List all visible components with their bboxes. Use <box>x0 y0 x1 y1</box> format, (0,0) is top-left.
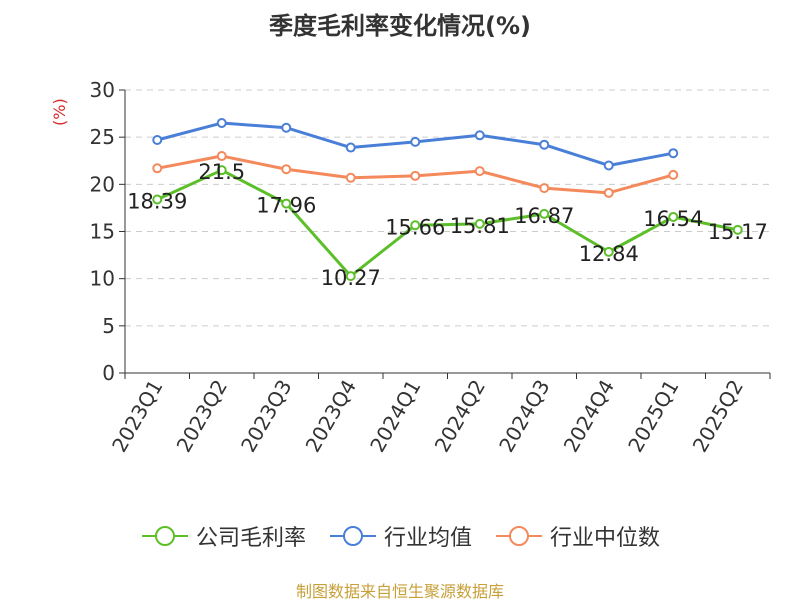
data-point <box>603 246 614 257</box>
data-label: 15.66 <box>385 215 445 239</box>
data-label: 15.17 <box>708 220 768 244</box>
y-tick-label: 25 <box>90 125 115 149</box>
chart-title: 季度毛利率变化情况(%) <box>269 12 531 40</box>
x-tick-label: 2023Q2 <box>172 376 232 457</box>
data-point <box>410 220 421 231</box>
legend-label: 公司毛利率 <box>195 526 306 551</box>
data-point <box>281 122 292 133</box>
legend-label: 行业均值 <box>383 526 472 551</box>
data-point <box>603 160 614 171</box>
legend-item: 行业中位数 <box>494 520 660 552</box>
data-point <box>474 166 485 177</box>
x-tick-label: 2025Q1 <box>623 376 683 457</box>
y-tick-label: 10 <box>90 267 115 291</box>
data-point <box>668 148 679 159</box>
data-point <box>474 130 485 141</box>
data-point <box>152 163 163 174</box>
data-label: 16.54 <box>643 207 703 231</box>
x-tick-label: 2023Q1 <box>107 376 167 457</box>
data-point <box>152 134 163 145</box>
x-tick-label: 2023Q3 <box>236 376 296 457</box>
y-tick-label: 15 <box>90 220 115 244</box>
x-tick-label: 2024Q3 <box>494 376 554 457</box>
series-lines <box>152 118 743 282</box>
x-tick-label: 2024Q1 <box>365 376 425 457</box>
data-point <box>474 218 485 229</box>
x-tick-label: 2023Q4 <box>301 376 361 457</box>
legend-item: 行业均值 <box>328 520 472 552</box>
x-tick-label: 2024Q4 <box>559 376 619 457</box>
data-point <box>216 151 227 162</box>
data-label: 17.96 <box>256 194 316 218</box>
data-point <box>152 194 163 205</box>
legend: 公司毛利率 行业均值 行业中位数 <box>0 518 800 554</box>
legend-marker <box>329 526 376 546</box>
data-point <box>539 183 550 194</box>
data-point <box>539 208 550 219</box>
legend-item: 公司毛利率 <box>140 520 306 552</box>
data-point <box>410 136 421 147</box>
data-label: 15.81 <box>450 214 510 238</box>
data-point <box>668 211 679 222</box>
legend-marker <box>496 526 542 546</box>
y-tick-label: 20 <box>90 172 115 196</box>
y-tick-label: 30 <box>90 78 115 102</box>
data-point <box>539 139 550 150</box>
data-label: 12.84 <box>579 242 639 266</box>
data-label: 16.87 <box>514 204 574 228</box>
series-line <box>156 168 739 278</box>
data-point <box>216 165 227 176</box>
data-point <box>345 172 356 183</box>
x-tick-label: 2025Q2 <box>688 376 748 457</box>
data-point <box>345 142 356 153</box>
data-point <box>603 187 614 198</box>
data-point <box>345 271 356 282</box>
y-tick-label: 5 <box>102 314 115 338</box>
data-point <box>281 198 292 209</box>
data-label: 10.27 <box>321 266 381 290</box>
source-note: 制图数据来自恒生聚源数据库 <box>295 582 504 601</box>
y-tick-label: 0 <box>102 361 115 385</box>
data-point <box>281 164 292 175</box>
data-label: 18.39 <box>127 190 187 214</box>
data-point <box>668 169 679 180</box>
data-point <box>216 118 227 129</box>
legend-marker <box>141 526 188 546</box>
data-point <box>410 170 421 181</box>
data-point <box>732 224 743 235</box>
legend-label: 行业中位数 <box>550 526 661 551</box>
x-tick-label: 2024Q2 <box>430 376 490 457</box>
data-label: 21.5 <box>198 160 245 184</box>
